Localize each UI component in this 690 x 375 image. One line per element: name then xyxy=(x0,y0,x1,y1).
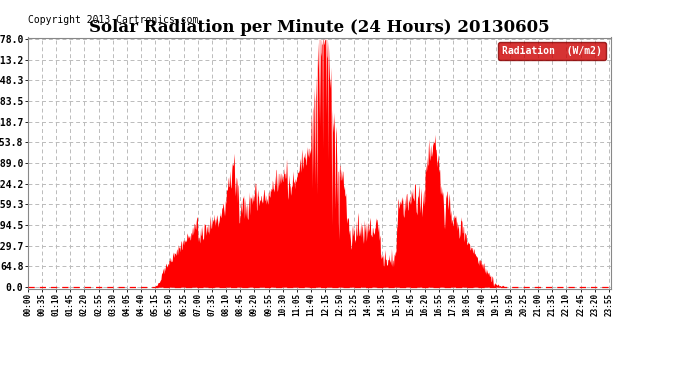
Legend: Radiation  (W/m2): Radiation (W/m2) xyxy=(498,42,606,60)
Title: Solar Radiation per Minute (24 Hours) 20130605: Solar Radiation per Minute (24 Hours) 20… xyxy=(89,19,549,36)
Text: Copyright 2013 Cartronics.com: Copyright 2013 Cartronics.com xyxy=(28,15,198,25)
